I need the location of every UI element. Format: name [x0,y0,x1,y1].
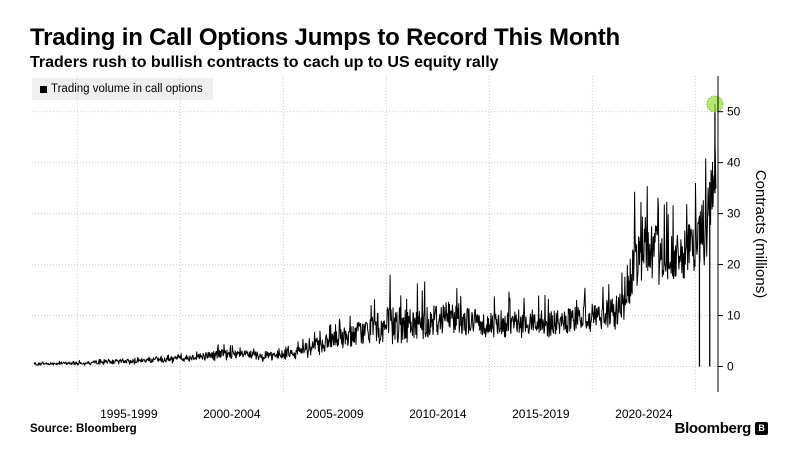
source-note: Source: Bloomberg [30,423,137,435]
x-axis-labels: 1995-1999 2000-2004 2005-2009 2010-2014 2015… [100,407,673,421]
y-tick-label: 0 [727,360,734,374]
y-tick-label: 30 [727,207,741,221]
x-tick-label: 2020-2024 [615,407,673,421]
x-tick-label: 2015-2019 [512,407,570,421]
y-tick-label: 10 [727,309,741,323]
brand-mark-icon: B [755,422,768,435]
y-tick-label: 20 [727,258,741,272]
y-tick-label: 50 [727,105,741,119]
x-tick-label: 2005-2009 [306,407,364,421]
y-axis-title: Contracts (millions) [752,170,769,298]
x-tick-label: 1995-1999 [100,407,158,421]
chart-subtitle: Traders rush to bullish contracts to cac… [30,54,499,71]
legend-label: Trading volume in call options [51,83,203,95]
x-tick-label: 2010-2014 [409,407,467,421]
y-axis: 0 10 20 30 40 50 Contracts (millions) [717,76,769,392]
grid-lines [32,76,718,392]
series-line [33,141,717,366]
y-tick-label: 40 [727,156,741,170]
x-tick-label: 2000-2004 [203,407,261,421]
brand-name: Bloomberg [674,420,752,437]
legend-swatch [40,85,47,93]
chart-title: Trading in Call Options Jumps to Record … [30,24,621,51]
data-series [33,95,724,367]
record-highlight-marker [706,95,724,113]
brand-logo: Bloomberg B [675,420,768,437]
